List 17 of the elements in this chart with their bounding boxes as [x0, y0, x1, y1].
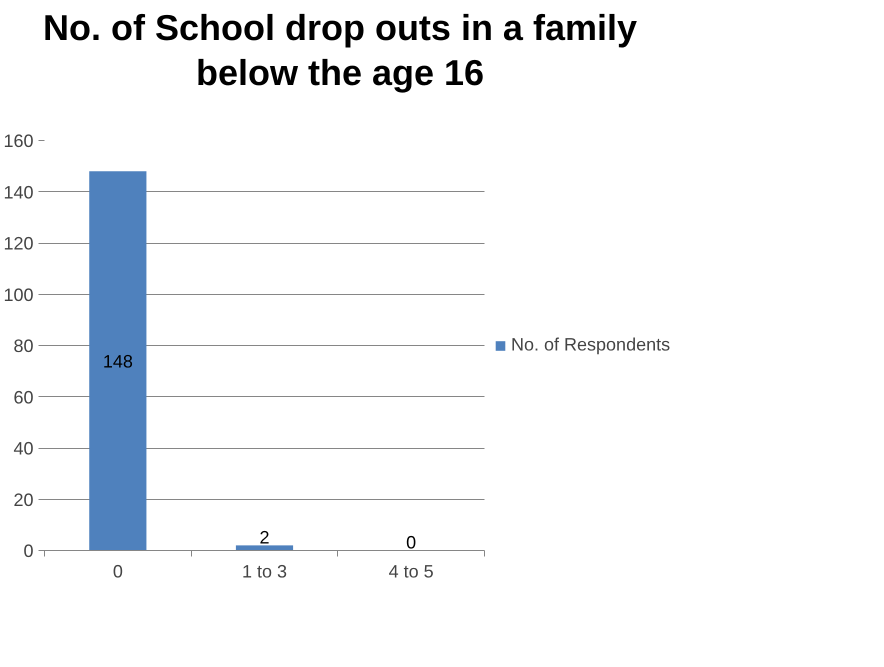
- y-tick-label: 100: [3, 284, 34, 305]
- y-tick-label: 20: [13, 490, 34, 510]
- x-tick-label: 4 to 5: [388, 562, 434, 582]
- y-tick-label: 80: [13, 336, 34, 356]
- y-tick-label: 60: [13, 387, 34, 408]
- y-tick-label: 160: [3, 131, 34, 151]
- legend-label: No. of Respondents: [511, 334, 670, 356]
- x-tick-label: 1 to 3: [242, 562, 288, 582]
- y-tick-label: 0: [23, 541, 34, 561]
- y-tick-label: 40: [13, 438, 34, 458]
- data-label: 0: [406, 532, 416, 552]
- data-label: 2: [259, 527, 270, 548]
- y-tick-label: 120: [3, 234, 34, 254]
- chart-title: No. of School drop outs in a family below the age 16: [42, 6, 638, 95]
- x-tick-label: 0: [112, 562, 123, 582]
- y-tick-label: 140: [3, 182, 34, 202]
- data-label: 148: [102, 351, 133, 372]
